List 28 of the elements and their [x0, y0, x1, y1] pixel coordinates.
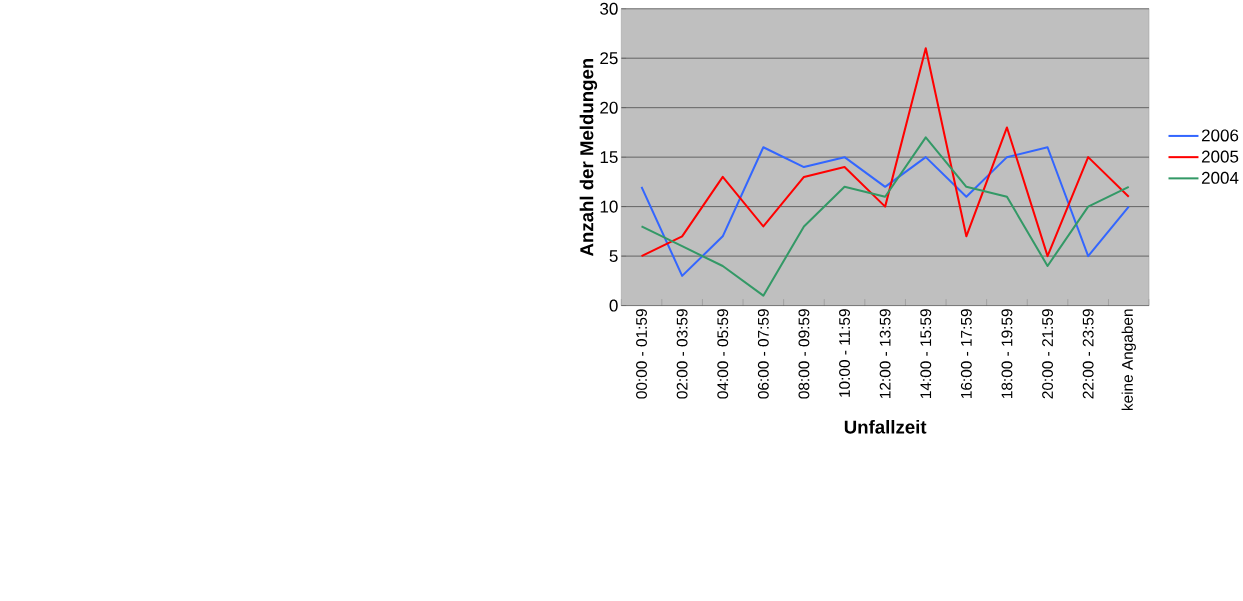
x-tick-label: 22:00 - 23:59: [1082, 308, 1094, 399]
x-axis-title: Unfallzeit: [844, 419, 927, 434]
x-tick-label: 06:00 - 07:59: [757, 308, 769, 399]
y-tick-label: 0: [609, 299, 618, 312]
x-tick-label: 18:00 - 19:59: [1001, 308, 1013, 398]
x-tick-label: 14:00 - 15:59: [920, 308, 932, 398]
legend-label: 2005: [1201, 150, 1239, 163]
x-tick-label: 08:00 - 09:59: [798, 308, 810, 399]
y-tick-label: 30: [600, 2, 618, 15]
line-series: [640, 146, 1130, 277]
line-series: [640, 47, 1130, 257]
x-tick-label: keine Angaben: [1121, 309, 1136, 410]
y-tick-label: 20: [600, 101, 618, 114]
x-tick-label: 00:00 - 01:59: [636, 308, 647, 399]
y-tick-label: 15: [600, 151, 618, 163]
y-axis-title: Anzahl der Meldungen: [579, 58, 598, 256]
x-tick-label: 16:00 - 17:59: [960, 308, 972, 398]
x-tick-label: 10:00 - 11:59: [839, 308, 850, 397]
legend-label: 2004: [1201, 171, 1239, 184]
legend-label: 2006: [1201, 129, 1239, 142]
y-tick-label: 10: [600, 200, 618, 213]
y-tick-label: 5: [609, 249, 618, 262]
line-series: [640, 136, 1130, 297]
x-tick-label: 20:00 - 21:59: [1042, 308, 1054, 399]
y-tick-label: 25: [600, 51, 618, 64]
x-tick-label: 02:00 - 03:59: [676, 308, 688, 399]
x-tick-label: 12:00 - 13:59: [879, 308, 891, 398]
x-tick-label: 04:00 - 05:59: [717, 308, 729, 399]
